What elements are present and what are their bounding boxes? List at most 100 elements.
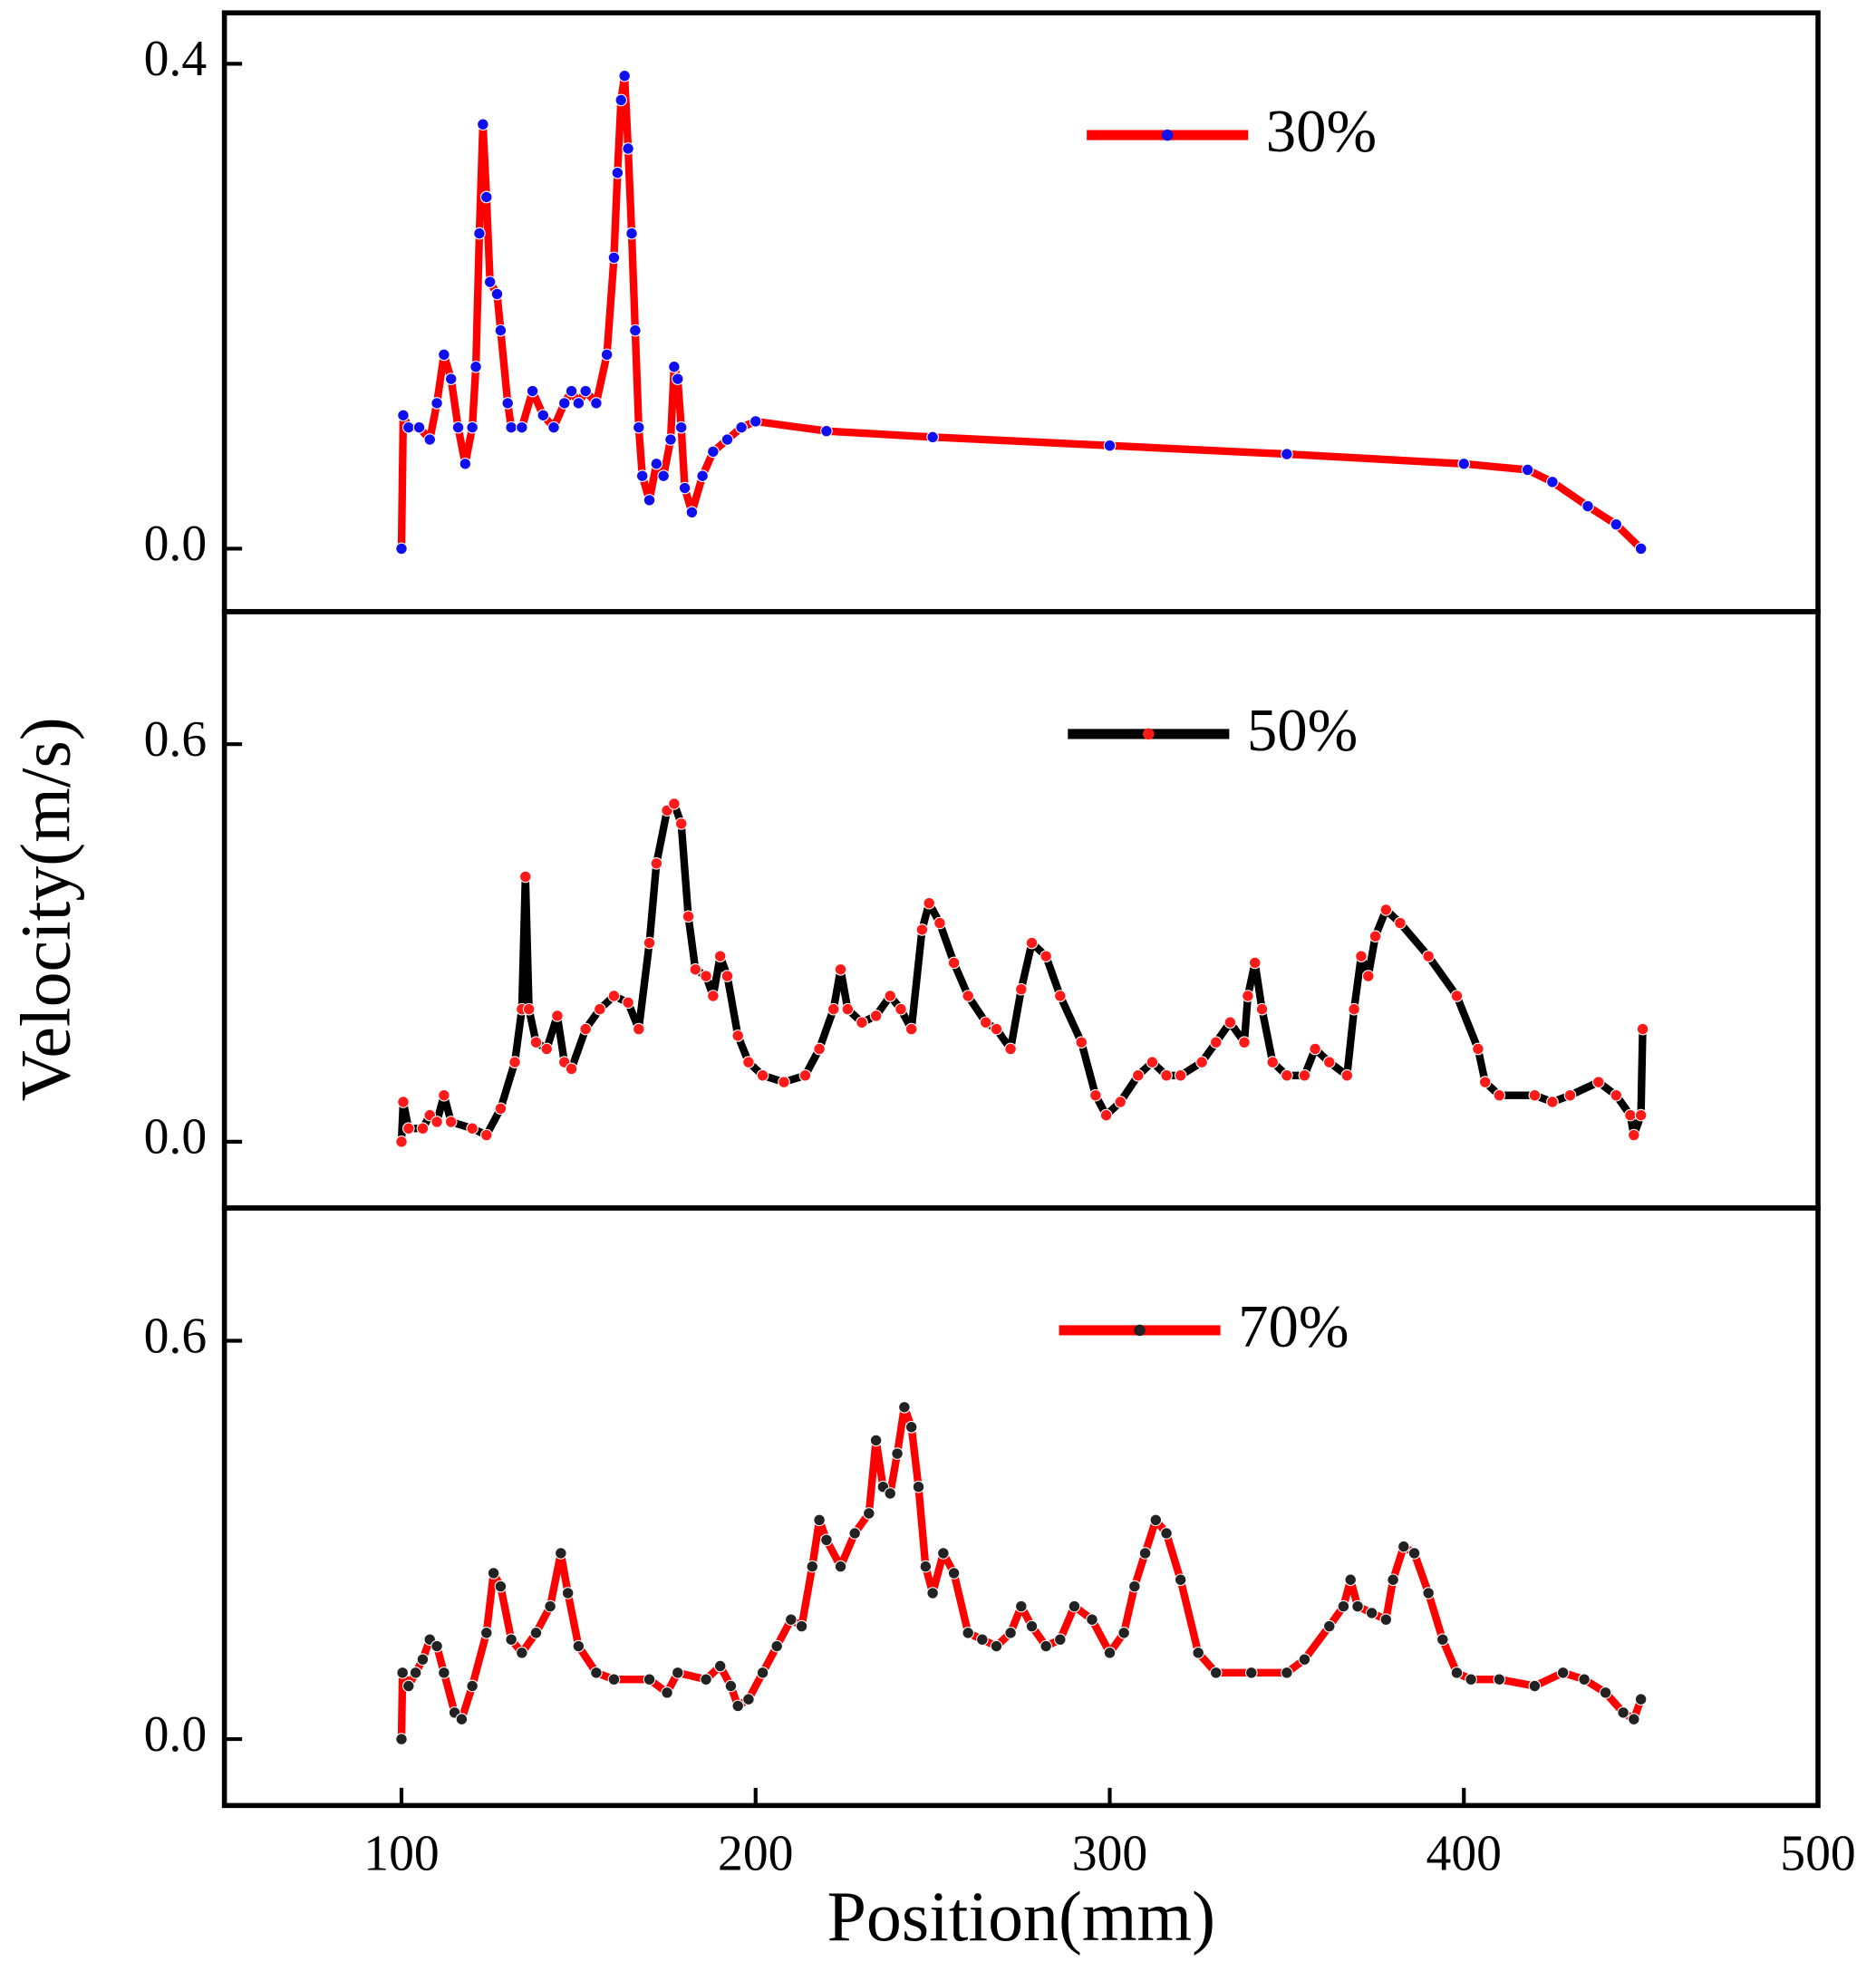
data-point xyxy=(625,227,638,240)
data-point xyxy=(912,1480,925,1493)
y-tick-label: 0.6 xyxy=(144,1308,208,1364)
data-point xyxy=(1298,1068,1311,1082)
data-point xyxy=(1361,970,1375,982)
data-point xyxy=(820,1533,833,1547)
data-point xyxy=(707,445,720,459)
data-point xyxy=(416,1122,430,1135)
series-line xyxy=(397,72,1644,552)
data-point xyxy=(1174,1573,1187,1587)
data-point xyxy=(508,1056,521,1068)
data-point xyxy=(1040,950,1052,962)
data-point xyxy=(1591,1076,1605,1088)
data-point xyxy=(505,1633,517,1647)
data-point xyxy=(1138,1547,1152,1560)
data-point xyxy=(1450,1667,1464,1679)
data-point xyxy=(756,1667,769,1679)
data-point xyxy=(590,397,603,410)
data-point xyxy=(473,227,486,240)
data-point xyxy=(770,1639,784,1653)
data-point xyxy=(1053,1633,1067,1647)
data-point xyxy=(1465,1673,1477,1686)
y-axis-label: Velocity(m/s) xyxy=(6,717,84,1101)
data-point xyxy=(444,1116,458,1128)
data-point xyxy=(1344,1573,1358,1587)
data-point xyxy=(477,118,489,131)
data-point xyxy=(713,1659,727,1673)
data-point xyxy=(1174,1068,1187,1082)
data-point xyxy=(962,1627,975,1639)
data-point xyxy=(1368,930,1382,943)
data-point xyxy=(490,287,504,301)
data-point xyxy=(438,1667,450,1679)
data-point xyxy=(1040,1639,1052,1653)
data-point xyxy=(579,1022,593,1036)
data-point xyxy=(516,1647,528,1659)
data-point xyxy=(1340,1068,1354,1082)
data-point xyxy=(1581,499,1594,513)
data-point xyxy=(915,923,929,936)
data-point xyxy=(650,856,663,870)
data-point xyxy=(401,1122,415,1135)
legend-label: 50% xyxy=(1247,698,1358,764)
data-point xyxy=(720,433,734,446)
data-point xyxy=(401,1679,415,1693)
data-point xyxy=(720,970,734,982)
data-point xyxy=(1457,457,1471,470)
data-point xyxy=(678,481,691,495)
data-point xyxy=(1478,1076,1492,1088)
data-point xyxy=(466,420,479,434)
data-point xyxy=(1086,1613,1098,1627)
data-point xyxy=(1387,1573,1399,1587)
data-point xyxy=(724,1679,738,1693)
data-point xyxy=(813,1513,826,1527)
data-point xyxy=(501,397,515,410)
data-point xyxy=(834,962,847,976)
data-point xyxy=(1355,950,1368,962)
data-point xyxy=(416,1653,430,1666)
data-point xyxy=(1493,1673,1506,1686)
data-point xyxy=(455,1713,469,1725)
data-point xyxy=(749,415,762,428)
data-point xyxy=(555,1547,567,1560)
y-tick-label: 0.0 xyxy=(144,1109,208,1165)
data-point xyxy=(479,1128,493,1142)
data-point xyxy=(469,360,482,373)
data-point xyxy=(926,430,939,444)
data-point xyxy=(1309,1042,1321,1056)
data-point xyxy=(1255,1002,1269,1016)
data-point xyxy=(742,1056,755,1068)
legend-label: 30% xyxy=(1266,99,1377,165)
data-point xyxy=(1546,476,1559,488)
data-point xyxy=(806,1560,819,1573)
data-point xyxy=(444,372,458,385)
data-point xyxy=(565,1062,578,1076)
data-point xyxy=(785,1613,798,1627)
data-point xyxy=(798,1068,812,1082)
data-point xyxy=(820,424,833,438)
data-point xyxy=(594,1002,606,1016)
data-point xyxy=(937,1547,950,1560)
data-point xyxy=(919,1560,933,1573)
data-point xyxy=(650,457,663,470)
data-point xyxy=(1493,1088,1506,1102)
data-point xyxy=(671,1667,684,1679)
data-point xyxy=(869,1010,883,1022)
data-point xyxy=(990,1639,1003,1653)
x-tick-label: 100 xyxy=(363,1826,439,1882)
data-point xyxy=(1379,904,1393,916)
data-point xyxy=(664,433,677,446)
data-point xyxy=(1160,1068,1173,1082)
data-point xyxy=(494,324,508,337)
data-point xyxy=(1248,956,1262,970)
data-point xyxy=(1397,1540,1410,1553)
data-point xyxy=(1337,1599,1350,1613)
data-point xyxy=(856,1016,868,1029)
plot-frame xyxy=(221,609,1821,1211)
data-point xyxy=(1149,1513,1163,1527)
data-point xyxy=(494,1580,508,1593)
data-point xyxy=(614,93,628,107)
data-point xyxy=(622,996,634,1010)
data-point xyxy=(707,990,720,1002)
data-point xyxy=(518,870,532,884)
y-tick-label: 0.6 xyxy=(144,711,208,768)
